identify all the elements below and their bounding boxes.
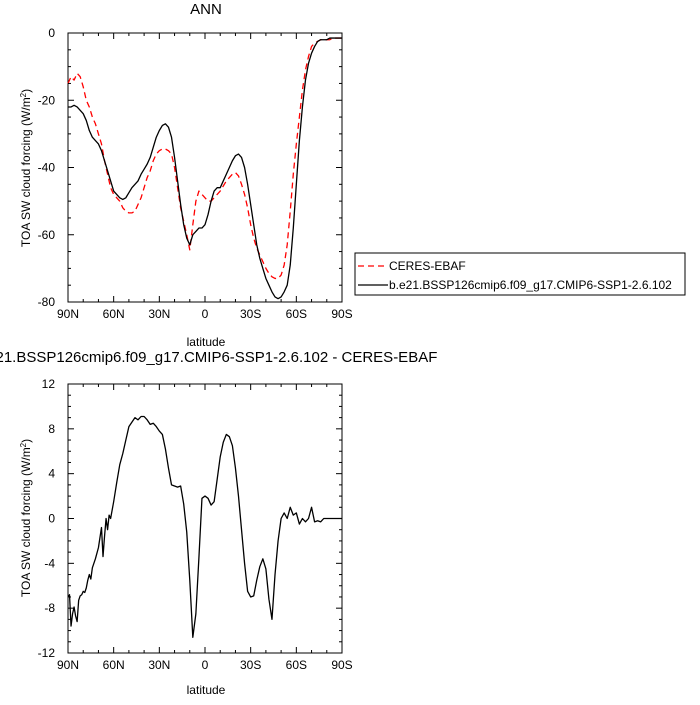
y-tick-label: 0: [48, 512, 55, 526]
x-tick-label: 30N: [148, 658, 170, 672]
panel-2-y-axis-label: TOA SW cloud forcing (W/m2): [19, 439, 34, 597]
panel-1: ANN 90N 60N 30N 0 30S 60S 90S 0 -20 -40 -60 -80 la…: [19, 1, 686, 349]
panel-1-plot-area: [67, 32, 343, 303]
p1-plot-frame: [67, 32, 343, 303]
panel-1-series: [67, 37, 342, 300]
panel-1-x-axis: 90N 60N 30N 0 30S 60S 90S: [57, 33, 353, 321]
panel-2-x-axis: 90N 60N 30N 0 30S 60S 90S: [57, 384, 353, 672]
legend: CERES-EBAF b.e21.BSSP126cmip6.f09_g17.CM…: [354, 252, 686, 296]
x-tick-label: 60S: [286, 307, 307, 321]
x-tick-label: 60S: [286, 658, 307, 672]
x-tick-label: 30S: [240, 307, 261, 321]
series-line-model: [68, 37, 342, 300]
y-tick-label: -12: [38, 646, 56, 660]
panel-2-y-axis-label-close: ): [19, 439, 33, 443]
x-tick-label: 90N: [57, 307, 79, 321]
x-tick-label: 90S: [331, 307, 352, 321]
y-tick-label: -40: [38, 161, 56, 175]
panel-2: b.e21.BSSP126cmip6.f09_g17.CMIP6-SSP1-2.…: [0, 349, 437, 697]
x-tick-label: 90S: [331, 658, 352, 672]
x-tick-label: 60N: [103, 658, 125, 672]
panel-1-y-axis-label: TOA SW cloud forcing (W/m2): [19, 89, 34, 247]
legend-label-ceres: CERES-EBAF: [389, 259, 466, 273]
panel-1-y-axis-label-close: ): [19, 89, 33, 93]
y-tick-label: -4: [44, 556, 55, 570]
panel-2-y-axis-label-sup: 2: [19, 442, 28, 447]
y-tick-label: 0: [48, 26, 55, 40]
x-tick-label: 30S: [240, 658, 261, 672]
panel-1-x-axis-label: latitude: [187, 335, 226, 349]
x-tick-label: 0: [202, 658, 209, 672]
y-tick-label: -20: [38, 93, 56, 107]
y-tick-label: 4: [48, 467, 55, 481]
panel-1-y-axis: 0 -20 -40 -60 -80: [38, 26, 342, 309]
y-tick-label: -8: [44, 601, 55, 615]
y-tick-label: 12: [42, 377, 56, 391]
legend-box: [354, 252, 686, 296]
panel-2-series: [67, 415, 342, 638]
series-line-ceres: [67, 37, 342, 280]
panel-2-y-axis-label-main: TOA SW cloud forcing (W/m: [19, 447, 33, 597]
panel-2-title: b.e21.BSSP126cmip6.f09_g17.CMIP6-SSP1-2.…: [0, 349, 437, 366]
panel-1-y-axis-label-sup: 2: [19, 92, 28, 97]
x-tick-label: 0: [202, 307, 209, 321]
y-tick-label: 8: [48, 422, 55, 436]
panel-1-title: ANN: [190, 1, 222, 18]
x-tick-label: 60N: [103, 307, 125, 321]
difference-line: [67, 415, 342, 638]
y-tick-label: -60: [38, 228, 56, 242]
legend-label-model: b.e21.BSSP126cmip6.f09_g17.CMIP6-SSP1-2.…: [389, 278, 672, 292]
x-tick-label: 90N: [57, 658, 79, 672]
panel-2-x-axis-label: latitude: [187, 683, 226, 697]
panel-1-y-axis-label-main: TOA SW cloud forcing (W/m: [19, 97, 33, 247]
panel-2-y-axis: 12 8 4 0 -4 -8 -12: [38, 377, 342, 660]
y-tick-label: -80: [38, 295, 56, 309]
x-tick-label: 30N: [148, 307, 170, 321]
